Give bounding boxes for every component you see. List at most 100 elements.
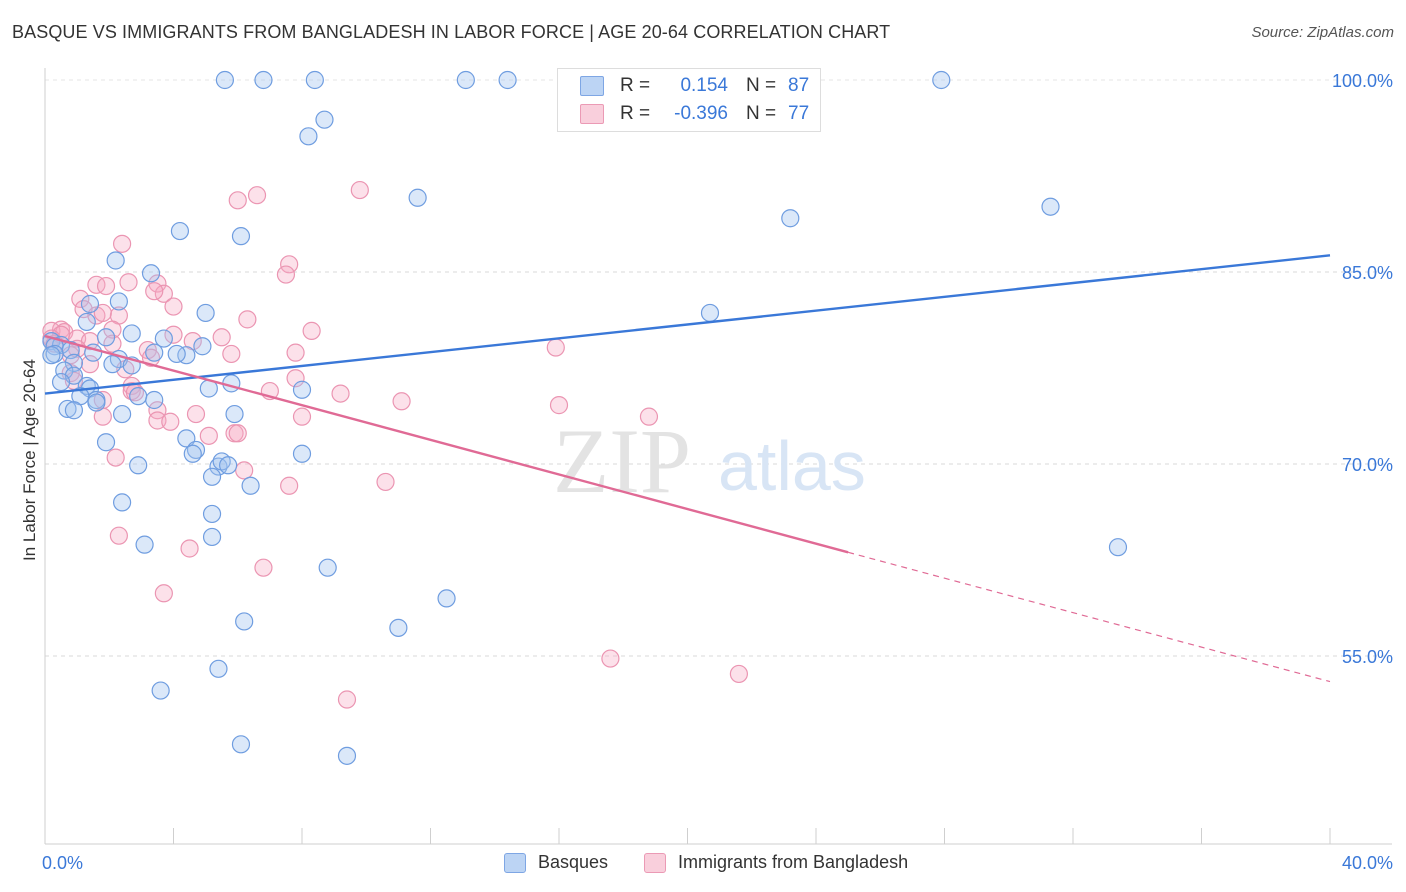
point-bangladesh: [729, 664, 749, 684]
legend-n-label: N =: [746, 75, 777, 96]
chart-title: BASQUE VS IMMIGRANTS FROM BANGLADESH IN …: [12, 22, 891, 42]
point-bangladesh: [350, 180, 369, 200]
point-basques: [183, 444, 202, 463]
point-basques: [231, 735, 251, 754]
legend-r-value: -0.396: [674, 103, 728, 124]
point-basques: [77, 312, 96, 332]
point-basques: [177, 346, 196, 365]
watermark-atlas: atlas: [718, 427, 866, 505]
point-bangladesh: [80, 355, 100, 374]
point-basques: [145, 343, 164, 362]
y-tick-label: 70.0%: [1342, 455, 1393, 475]
point-basques: [109, 292, 128, 311]
point-basques: [318, 558, 337, 577]
legend-n-value: 77: [788, 103, 810, 124]
point-bangladesh: [280, 255, 299, 274]
point-basques: [42, 346, 61, 365]
legend-row-bangladesh: R = -0.396 N = 77: [580, 101, 809, 127]
point-basques: [87, 393, 106, 412]
y-tick-label: 55.0%: [1342, 647, 1393, 667]
point-basques: [408, 188, 427, 207]
point-basques: [292, 380, 312, 399]
point-basques: [167, 344, 186, 364]
point-bangladesh: [112, 234, 132, 253]
point-bangladesh: [302, 321, 321, 340]
point-bangladesh: [164, 325, 183, 344]
point-basques: [202, 467, 222, 486]
y-tick-label: 100.0%: [1332, 71, 1393, 91]
point-basques: [241, 476, 260, 495]
point-bangladesh: [639, 407, 659, 426]
point-basques: [1041, 197, 1060, 216]
legend-item-basques: Basques: [504, 852, 608, 873]
point-bangladesh: [199, 426, 218, 445]
point-basques: [498, 70, 517, 90]
point-basques: [103, 355, 122, 374]
point-bangladesh: [238, 310, 257, 329]
point-basques: [112, 493, 132, 512]
correlation-legend: R = 0.154 N = 87 R = -0.396 N = 77: [557, 68, 821, 132]
point-basques: [231, 227, 251, 246]
point-bangladesh: [247, 186, 267, 205]
point-basques: [112, 404, 132, 424]
point-basques: [51, 372, 71, 392]
point-basques: [202, 527, 222, 547]
trend-line-bangladesh-extension: [847, 551, 1331, 683]
legend-swatch-blue: [580, 76, 604, 96]
point-basques: [193, 337, 212, 356]
point-basques: [299, 127, 318, 146]
point-bangladesh: [286, 369, 305, 388]
legend-swatch-pink: [580, 104, 604, 124]
y-axis-label: In Labor Force | Age 20-64: [20, 359, 39, 561]
gridlines: [45, 79, 1392, 657]
point-bangladesh: [286, 343, 305, 362]
point-basques: [58, 399, 77, 419]
series-basques-points: [42, 70, 1128, 765]
legend-item-bangladesh: Immigrants from Bangladesh: [644, 852, 908, 873]
point-bangladesh: [180, 539, 199, 558]
point-bangladesh: [109, 526, 128, 545]
point-basques: [145, 390, 164, 410]
legend-r-label: R =: [620, 103, 651, 124]
point-bangladesh: [164, 297, 183, 316]
point-basques: [456, 70, 475, 90]
legend-r-label: R =: [620, 75, 651, 96]
point-basques: [225, 404, 244, 424]
point-bangladesh: [337, 690, 357, 709]
source-label: Source: ZipAtlas.com: [1251, 24, 1394, 41]
point-basques: [141, 264, 161, 283]
point-basques: [315, 110, 334, 129]
point-bangladesh: [87, 275, 106, 294]
point-bangladesh: [96, 276, 116, 296]
point-basques: [151, 681, 170, 700]
point-basques: [55, 361, 74, 380]
point-bangladesh: [228, 191, 247, 210]
tick-labels: 55.0% 70.0% 85.0% 100.0% 0.0% 40.0%: [42, 71, 1393, 873]
point-bangladesh: [546, 338, 565, 357]
series-bangladesh-points: [42, 180, 749, 709]
point-bangladesh: [235, 461, 254, 480]
legend-row-basques: R = 0.154 N = 87: [580, 73, 809, 99]
x-tick-label-min: 0.0%: [42, 853, 83, 873]
point-bangladesh: [254, 558, 273, 577]
point-bangladesh: [161, 412, 180, 431]
point-basques: [202, 504, 222, 524]
point-basques: [700, 303, 720, 323]
series-legend: Basques Immigrants from Bangladesh: [0, 852, 1406, 878]
point-basques: [64, 353, 84, 372]
watermark-zip: ZIP: [553, 410, 691, 512]
point-basques: [219, 456, 238, 475]
trend-lines: [44, 254, 1331, 683]
point-basques: [170, 221, 190, 241]
point-basques: [122, 324, 141, 343]
point-bangladesh: [392, 392, 411, 411]
point-bangladesh: [212, 328, 231, 347]
point-basques: [196, 303, 215, 323]
point-bangladesh: [549, 396, 569, 415]
legend-swatch-blue: [504, 852, 526, 873]
watermark: ZIP atlas: [553, 410, 866, 512]
legend-n-label: N =: [746, 103, 777, 124]
point-basques: [254, 70, 273, 90]
point-bangladesh: [93, 303, 112, 323]
